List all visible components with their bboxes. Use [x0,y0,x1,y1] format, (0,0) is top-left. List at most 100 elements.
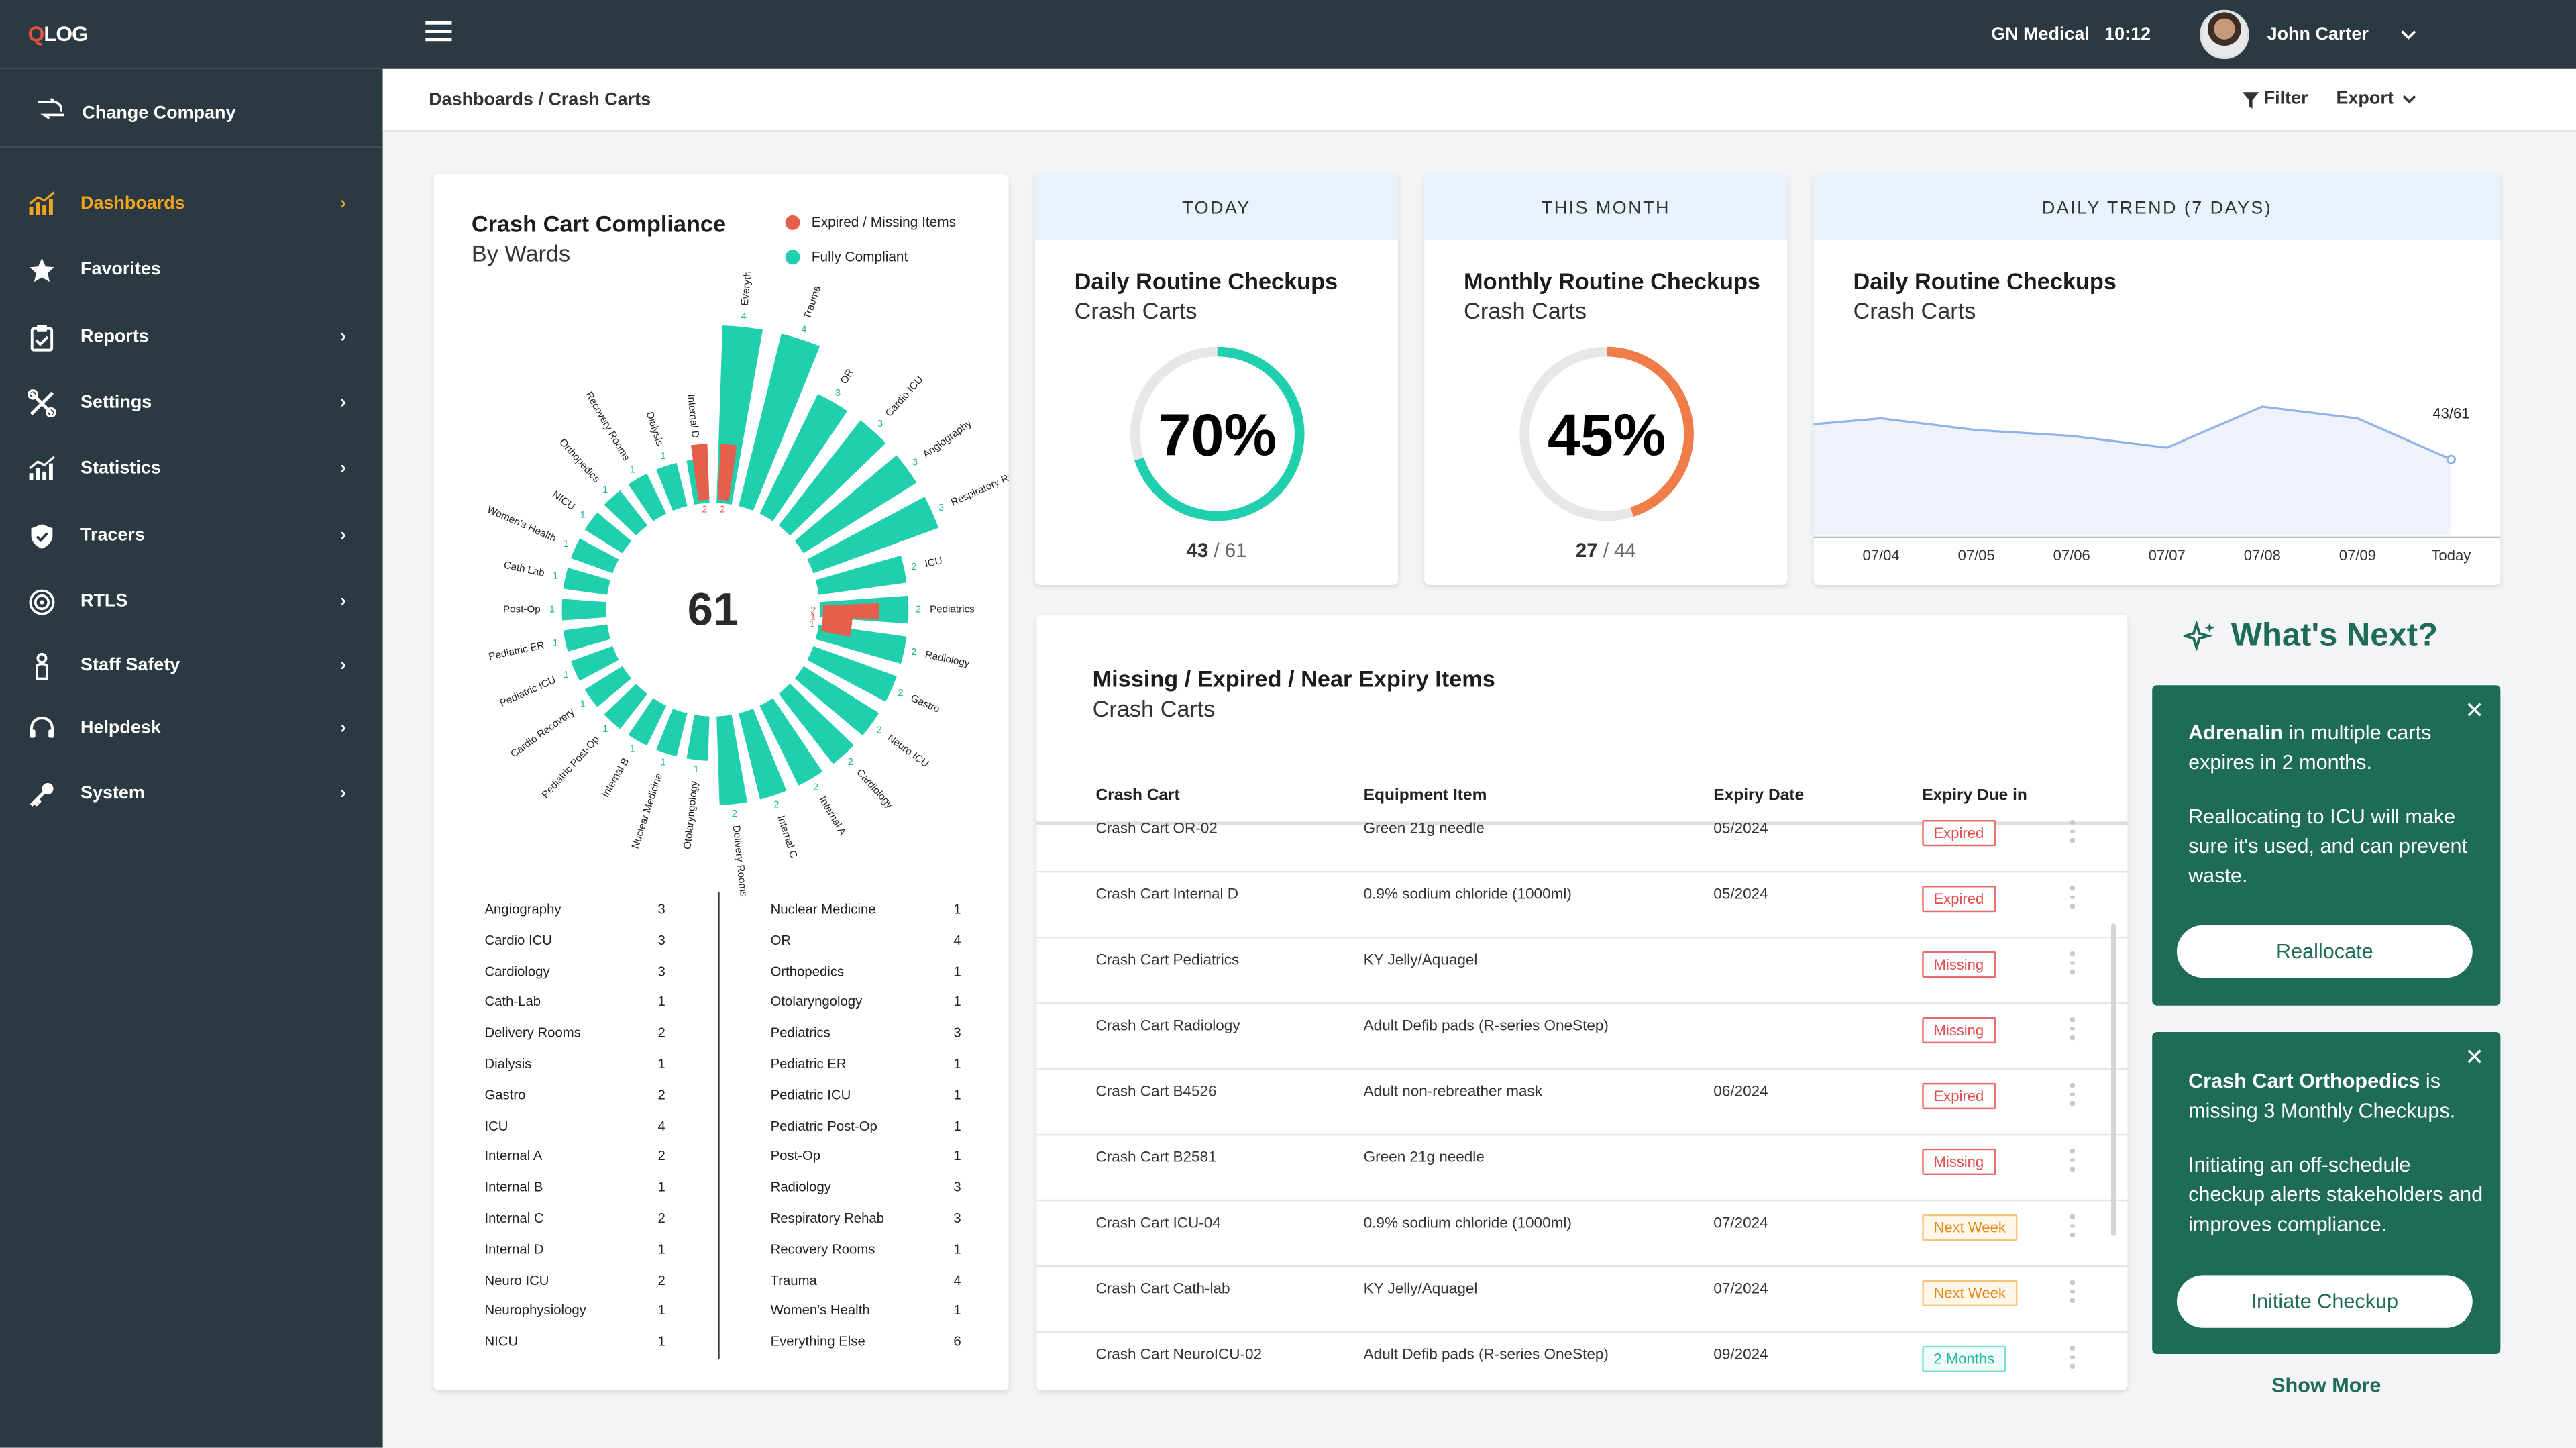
table-row[interactable]: Crash Cart Cath-lab KY Jelly/Aquagel 07/20… [1036,1267,2128,1333]
ward-count: 1 [953,962,961,979]
cell-cart: Crash Cart Cath-lab [1095,1280,1230,1297]
cell-cart: Crash Cart OR-02 [1095,820,1218,837]
sidebar-item-label: Helpdesk [80,718,161,738]
expired-bar[interactable] [718,444,737,501]
radial-bar[interactable] [628,473,667,521]
sidebar-item-helpdesk[interactable]: Helpdesk › [0,700,383,759]
col-header-due[interactable]: Expiry Due in [1922,787,2027,806]
radial-category-label: ICU [924,555,943,570]
radial-value-label: 4 [801,325,806,335]
show-more-link[interactable]: Show More [2271,1374,2381,1397]
table-row[interactable]: Crash Cart OR-02 Green 21g needle 05/2024 E… [1036,807,2128,873]
row-more-icon[interactable] [2070,1345,2075,1373]
radial-bar[interactable] [561,599,607,621]
row-more-icon[interactable] [2070,1082,2075,1110]
row-more-icon[interactable] [2070,886,2075,913]
hamburger-menu-icon[interactable] [425,21,452,44]
cell-date: 09/2024 [1713,1345,1768,1363]
radial-bar[interactable] [563,624,610,652]
row-more-icon[interactable] [2070,820,2075,847]
radial-category-label: Neuro ICU [885,732,931,770]
radial-bar[interactable] [759,698,823,786]
table-row[interactable]: Crash Cart B4526 Adult non-rebreather mas… [1036,1070,2128,1136]
export-chevron-down-icon[interactable] [2402,94,2416,105]
row-more-icon[interactable] [2070,1280,2075,1307]
radial-bar[interactable] [807,645,897,702]
initiate-checkup-button[interactable]: Initiate Checkup [2176,1275,2473,1328]
sidebar-item-staff-safety[interactable]: Staff Safety › [0,637,383,696]
month-done: 27 [1575,539,1598,562]
radial-bar[interactable] [656,462,688,511]
radial-bar[interactable] [571,645,619,681]
table-row[interactable]: Crash Cart ICU-04 0.9% sodium chloride (1… [1036,1201,2128,1268]
expired-bar[interactable] [690,444,710,501]
radial-value-label: 2 [911,647,916,658]
radial-bar[interactable] [571,538,619,574]
col-header-date[interactable]: Expiry Date [1713,787,1805,806]
reallocate-button[interactable]: Reallocate [2176,925,2473,978]
col-header-cart[interactable]: Crash Cart [1095,787,1180,806]
breadcrumb[interactable]: Dashboards / Crash Carts [429,90,651,111]
export-button[interactable]: Export [2336,89,2394,109]
radial-bar[interactable] [686,715,710,761]
radial-category-label: Cardio Recovery [508,706,577,760]
radial-bar[interactable] [739,709,787,800]
table-row[interactable]: Crash Cart NeuroICU-02 Adult Defib pads (… [1036,1333,2127,1390]
table-row[interactable]: Crash Cart B2581 Green 21g needle Missing [1036,1135,2128,1202]
change-company-button[interactable]: Change Company [0,69,383,148]
suggestion-card-checkup: ✕ Crash Cart Orthopedics is missing 3 Mo… [2152,1031,2501,1354]
trend-x-tick-label: Today [2432,547,2471,564]
radial-bar[interactable] [584,512,632,554]
user-avatar[interactable] [2200,9,2249,60]
row-more-icon[interactable] [2070,1214,2075,1241]
radial-bar[interactable] [563,568,610,595]
trend-subtitle: Crash Carts [1853,297,1976,324]
table-header-divider [1036,821,2128,825]
sidebar-item-dashboards[interactable]: Dashboards › [0,176,383,235]
cell-item: 0.9% sodium chloride (1000ml) [1363,886,1572,902]
radial-bar[interactable] [778,683,854,764]
sidebar-item-favorites[interactable]: Favorites [0,242,383,301]
sidebar-item-system[interactable]: System › [0,766,383,825]
radial-bar[interactable] [716,715,747,805]
sidebar-item-statistics[interactable]: Statistics › [0,440,383,499]
radial-bar[interactable] [584,666,632,707]
row-more-icon[interactable] [2070,951,2075,978]
radial-value-label: 2 [813,782,818,793]
filter-button[interactable]: Filter [2263,89,2308,109]
radial-bar[interactable] [604,490,648,536]
radial-bar[interactable] [759,393,848,521]
sidebar-item-settings[interactable]: Settings › [0,374,383,433]
sidebar-item-reports[interactable]: Reports › [0,309,383,368]
trend-last-point[interactable] [2446,454,2457,464]
radial-bar[interactable] [656,709,688,757]
radial-category-label: Internal D [685,393,701,438]
user-name[interactable]: John Carter [2267,24,2369,45]
row-more-icon[interactable] [2070,1017,2075,1044]
radial-bar[interactable] [794,455,917,554]
radial-bar[interactable] [778,420,886,536]
ward-row: Internal A 2 [484,1147,665,1178]
close-icon[interactable]: ✕ [2465,1043,2484,1070]
close-icon[interactable]: ✕ [2465,696,2484,723]
radial-bar[interactable] [794,666,879,736]
col-header-item[interactable]: Equipment Item [1363,787,1487,806]
radial-bar[interactable] [628,698,667,746]
user-menu-chevron-down-icon[interactable] [2400,28,2416,42]
row-more-icon[interactable] [2070,1148,2075,1176]
sidebar-item-tracers[interactable]: Tracers › [0,508,383,567]
expired-bar[interactable] [820,620,853,637]
radial-bar[interactable] [815,555,907,595]
radial-bar[interactable] [604,683,648,729]
radial-bar[interactable] [739,333,820,511]
table-row[interactable]: Crash Cart Internal D 0.9% sodium chlorid… [1036,872,2128,939]
app-logo[interactable]: QLOG [28,21,89,46]
filter-icon[interactable] [2242,92,2259,109]
sidebar-item-rtls[interactable]: RTLS › [0,574,383,633]
table-row[interactable]: Crash Cart Pediatrics KY Jelly/Aquagel Mis… [1036,938,2128,1004]
radial-category-label: Respiratory Rehab [949,464,1009,509]
table-scrollbar[interactable] [2110,923,2116,1236]
radial-bar[interactable] [807,497,939,574]
ward-count: 2 [657,1209,665,1226]
table-row[interactable]: Crash Cart Radiology Adult Defib pads (R-… [1036,1004,2128,1070]
